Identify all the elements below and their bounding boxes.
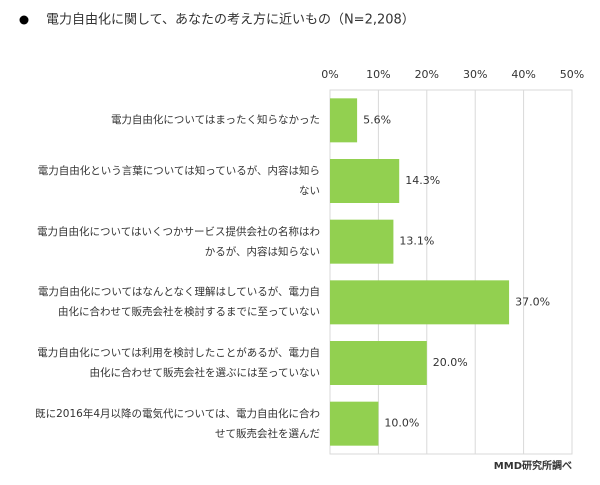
category-label: 電力自由化についてはいくつかサービス提供会社の名称はわかるが、内容は知らない — [37, 225, 320, 258]
bar — [330, 280, 510, 325]
chart-title: 電力自由化に関して、あなたの考え方に近いもの（N=2,208） — [46, 12, 415, 28]
source: MMD研究所調べ — [494, 459, 572, 472]
value-label: 13.1% — [399, 235, 434, 248]
x-tick-label: 10% — [366, 68, 390, 81]
plot-border — [329, 89, 573, 455]
value-label: 10.0% — [384, 417, 419, 430]
bar — [330, 219, 394, 264]
bar — [330, 98, 358, 143]
bar — [330, 159, 400, 203]
bar — [330, 341, 427, 385]
x-tick-label: 30% — [463, 68, 487, 81]
category-label: 電力自由化についてはなんとなく理解はしているが、電力自由化に合わせて販売会社を検… — [37, 286, 320, 319]
x-tick-label: 40% — [511, 68, 535, 81]
category-label: 電力自由化という言葉については知っているが、内容は知らない — [37, 164, 320, 197]
category-label: 電力自由化については利用を検討したことがあるが、電力自由化に合わせて販売会社を選… — [37, 346, 320, 379]
value-label: 37.0% — [515, 295, 550, 308]
x-tick-label: 0% — [321, 68, 338, 81]
value-label: 14.3% — [405, 174, 440, 187]
x-tick-label: 50% — [560, 68, 584, 81]
bar — [330, 401, 379, 446]
category-label: 既に2016年4月以降の電気代については、電力自由化に合わせて販売会社を選んだ — [35, 407, 320, 440]
x-tick-label: 20% — [415, 68, 439, 81]
value-label: 5.6% — [363, 113, 391, 126]
title-bullet — [19, 15, 29, 25]
value-label: 20.0% — [433, 356, 468, 369]
category-label: 電力自由化についてはまったく知らなかった — [110, 114, 320, 127]
